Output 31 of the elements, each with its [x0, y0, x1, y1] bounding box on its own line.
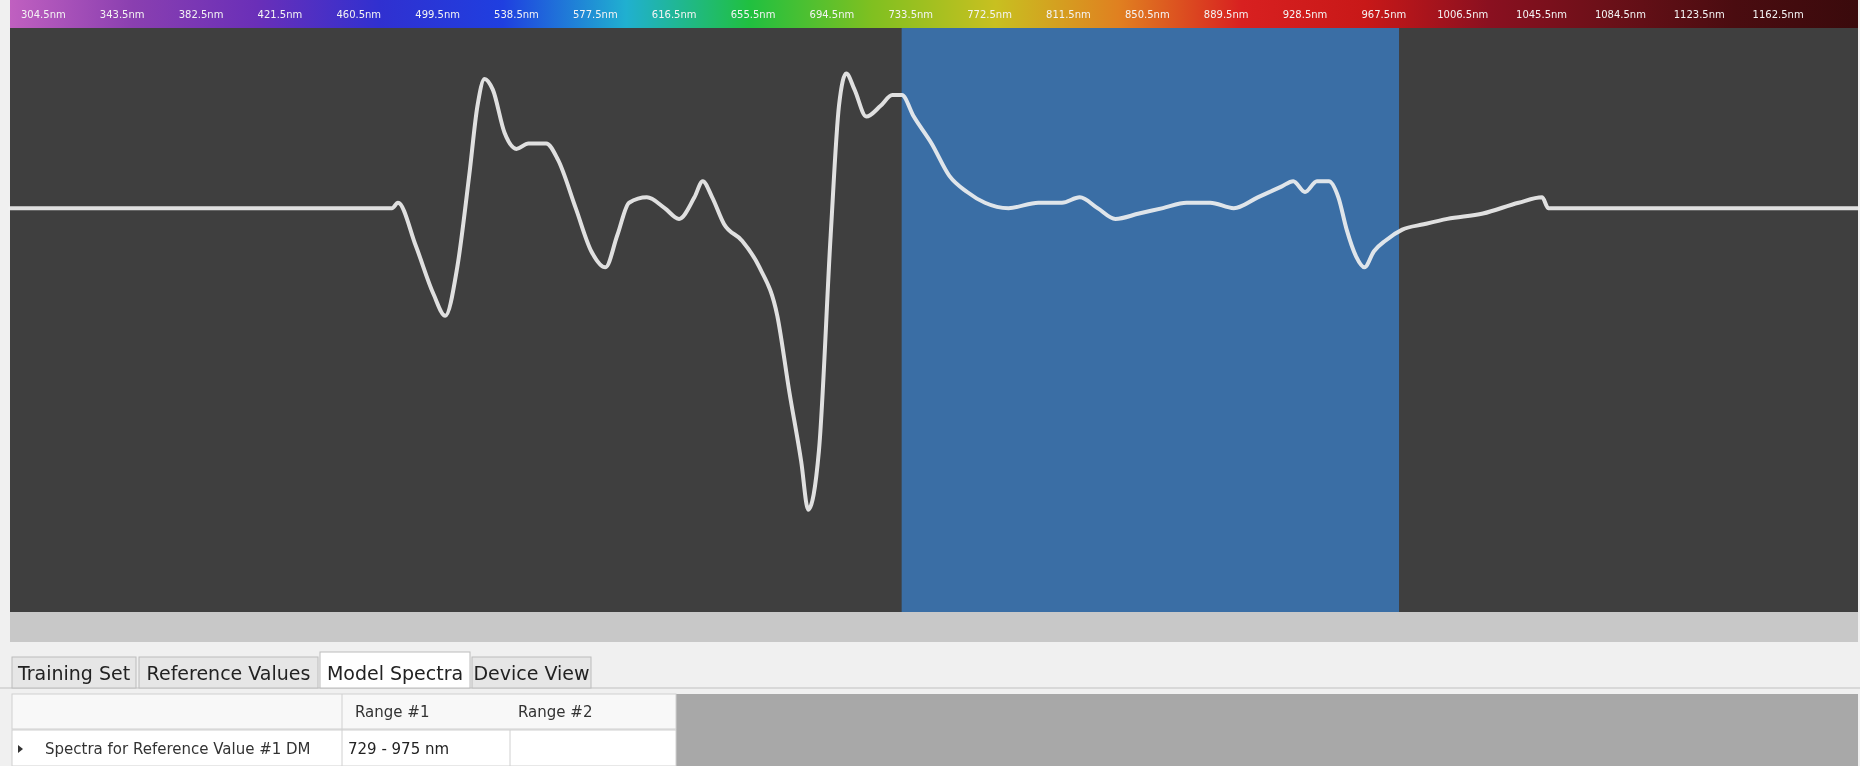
- x-tick-label: 1006.5nm: [1437, 9, 1489, 20]
- x-tick-label: 538.5nm: [494, 9, 539, 20]
- text: Device View: [473, 662, 590, 684]
- x-tick-label: 577.5nm: [572, 9, 618, 20]
- x-tick-label: 967.5nm: [1361, 9, 1407, 20]
- x-tick-label: 382.5nm: [178, 9, 224, 20]
- x-tick-label: 694.5nm: [809, 9, 855, 20]
- x-tick-label: 1123.5nm: [1673, 9, 1725, 20]
- text: Spectra for Reference Value #1 DM: [45, 740, 311, 758]
- x-tick-label: 616.5nm: [651, 9, 697, 20]
- x-tick-label: 655.5nm: [730, 9, 776, 20]
- text: 729 - 975 nm: [348, 740, 450, 758]
- x-tick-label: 1084.5nm: [1594, 9, 1646, 20]
- x-tick-label: 1162.5nm: [1752, 9, 1804, 20]
- x-tick-label: 889.5nm: [1203, 9, 1249, 20]
- x-tick-label: 421.5nm: [257, 9, 303, 20]
- x-tick-label: 850.5nm: [1124, 9, 1170, 20]
- x-tick-label: 928.5nm: [1282, 9, 1328, 20]
- x-tick-label: 811.5nm: [1046, 9, 1091, 20]
- text: Training Set: [16, 662, 131, 684]
- x-tick-label: 772.5nm: [967, 9, 1012, 20]
- x-tick-label: 304.5nm: [21, 9, 66, 20]
- x-tick-label: 733.5nm: [888, 9, 934, 20]
- text: Reference Values: [146, 662, 311, 684]
- x-tick-label: 343.5nm: [99, 9, 145, 20]
- text: Range #1: [355, 703, 430, 721]
- text: Model Spectra: [326, 662, 464, 684]
- text: Range #2: [518, 703, 593, 721]
- x-tick-label: 460.5nm: [336, 9, 382, 20]
- x-tick-label: 1045.5nm: [1516, 9, 1568, 20]
- x-tick-label: 499.5nm: [415, 9, 460, 20]
